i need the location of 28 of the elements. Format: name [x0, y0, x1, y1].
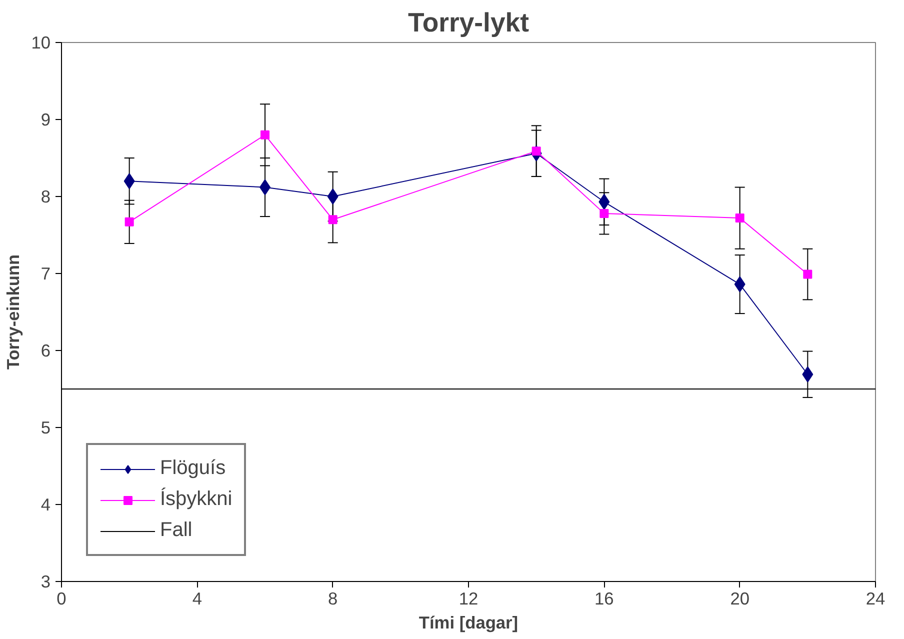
- point: [124, 217, 134, 226]
- y-tick-label: 4: [40, 494, 51, 514]
- y-tick-label: 5: [40, 418, 51, 438]
- x-tick-label: 8: [328, 588, 338, 608]
- x-tick-label: 16: [594, 588, 614, 608]
- point: [327, 188, 338, 204]
- point: [260, 130, 270, 140]
- legend-label: Fall: [160, 519, 192, 542]
- x-axis-title: Tími [dagar]: [418, 612, 518, 632]
- x-tick-label: 4: [192, 588, 202, 608]
- legend-label: Ísþykkni: [160, 488, 232, 511]
- point: [328, 215, 338, 224]
- x-tick-label: 20: [730, 588, 750, 608]
- y-tick-label: 6: [40, 340, 51, 360]
- point: [735, 214, 744, 223]
- point: [803, 270, 812, 279]
- y-tick-label: 9: [40, 110, 51, 130]
- y-tick-label: 10: [31, 32, 51, 52]
- x-tick-label: 24: [866, 588, 886, 608]
- x-tick-label: 0: [56, 588, 66, 608]
- y-tick-label: 8: [40, 186, 51, 206]
- point: [600, 208, 609, 218]
- y-tick-label: 3: [40, 572, 51, 592]
- x-tick-label: 12: [458, 588, 478, 608]
- chart-title: Torry-lykt: [408, 8, 530, 38]
- y-axis-title: Torry-einkunn: [3, 254, 24, 370]
- y-tick-label: 7: [40, 264, 51, 284]
- legend-label: Flöguís: [160, 457, 226, 480]
